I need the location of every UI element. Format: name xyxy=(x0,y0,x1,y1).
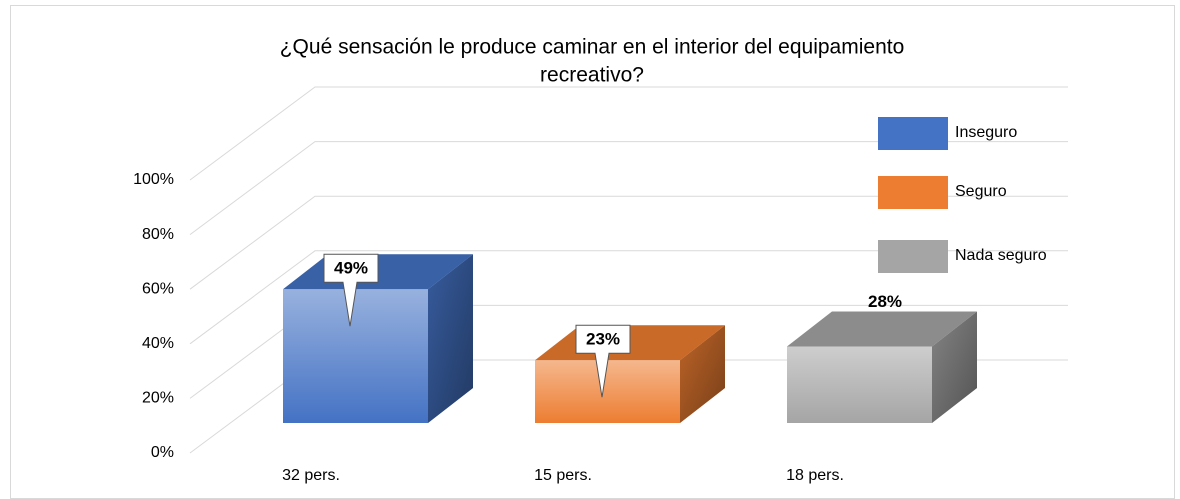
x-tick-label: 32 pers. xyxy=(282,467,340,484)
bar-shine xyxy=(787,346,932,423)
y-tick-label: 0% xyxy=(151,444,174,461)
x-tick-label: 15 pers. xyxy=(534,467,592,484)
legend-label: Seguro xyxy=(955,183,1007,200)
grid-line xyxy=(189,86,1068,181)
data-label: 23% xyxy=(586,330,620,349)
grid-line xyxy=(189,250,1068,345)
callout xyxy=(323,253,379,327)
x-tick-label: 18 pers. xyxy=(786,467,844,484)
grid-line xyxy=(189,195,1068,290)
y-tick-label: 80% xyxy=(142,226,174,243)
legend-swatch xyxy=(878,117,948,150)
legend-swatch xyxy=(878,176,948,209)
legend-label: Inseguro xyxy=(955,124,1017,141)
y-tick-label: 100% xyxy=(133,171,174,188)
chart-title: ¿Qué sensación le produce caminar en el … xyxy=(280,36,905,59)
bar-side-shade xyxy=(932,311,977,423)
y-tick-label: 40% xyxy=(142,335,174,352)
y-tick-label: 60% xyxy=(142,280,174,297)
bar-shine xyxy=(535,360,680,423)
legend-swatch xyxy=(878,240,948,273)
bar-side-shade xyxy=(680,325,725,423)
callout xyxy=(575,324,631,398)
bar-3d xyxy=(787,311,977,423)
bar-top xyxy=(787,311,977,347)
grid-line xyxy=(189,141,1068,236)
data-label: 49% xyxy=(334,259,368,278)
chart-title: recreativo? xyxy=(540,64,644,87)
bar-top-shade xyxy=(787,311,977,347)
data-label: 28% xyxy=(868,292,902,311)
bar-shine xyxy=(283,289,428,423)
bar-side-shade xyxy=(428,254,473,423)
legend-label: Nada seguro xyxy=(955,247,1047,264)
y-tick-label: 20% xyxy=(142,390,174,407)
